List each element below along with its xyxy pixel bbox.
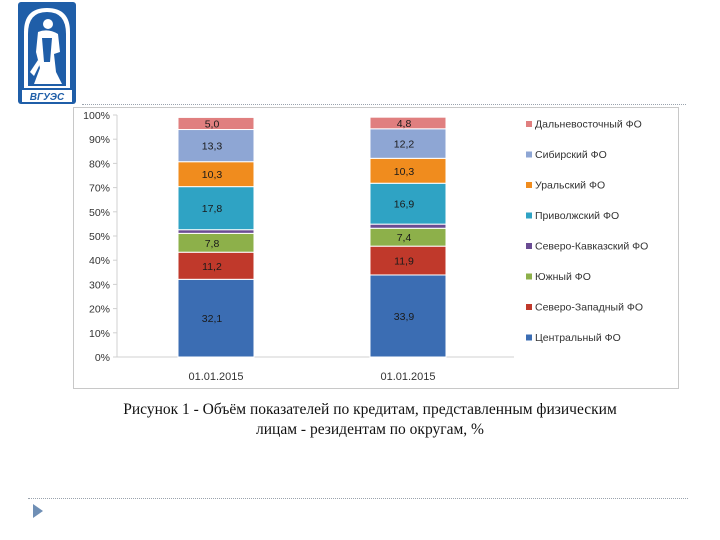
y-tick-label: 20% — [89, 304, 110, 316]
legend-swatch — [526, 304, 532, 310]
y-tick-label: 90% — [89, 134, 110, 146]
bottom-divider — [28, 498, 688, 499]
bar-segment — [369, 116, 447, 130]
caption-line-1: Рисунок 1 - Объём показателей по кредита… — [123, 401, 617, 418]
bar-segment — [177, 229, 255, 234]
bar-segment — [177, 116, 255, 131]
legend-label: Южный ФО — [535, 271, 591, 283]
bar-segment — [369, 182, 447, 225]
data-label: 33,9 — [394, 311, 415, 323]
svg-text:ВГУЭС: ВГУЭС — [30, 92, 65, 103]
caption-line-2: лицам - резидентам по округам, % — [256, 421, 484, 438]
bar-segment — [177, 129, 255, 163]
data-label: 5,0 — [205, 118, 220, 130]
data-label: 11,9 — [394, 256, 414, 268]
legend-swatch — [526, 243, 532, 249]
data-label: 16,9 — [394, 199, 415, 211]
data-label: 10,3 — [202, 169, 223, 181]
x-tick-label: 01.01.2015 — [188, 371, 243, 383]
legend-label: Уральский ФО — [535, 180, 605, 192]
stacked-bar-chart: 0% 10% 20% 30% 40% 50% 50% 70% 80% 90% 100% 32,1 11,… — [83, 110, 648, 383]
data-label: 13,3 — [202, 141, 223, 153]
data-label: 17,8 — [202, 203, 223, 215]
y-tick-label: 30% — [89, 279, 110, 291]
legend-swatch — [526, 182, 532, 188]
top-divider — [82, 104, 686, 105]
y-tick-label: 10% — [89, 328, 110, 340]
data-label: 10,3 — [394, 166, 415, 178]
data-label: 7,8 — [205, 238, 220, 250]
legend-swatch — [526, 212, 532, 219]
y-tick-label: 0% — [95, 352, 110, 364]
legend-swatch — [526, 121, 532, 127]
y-tick-label: 40% — [89, 255, 110, 267]
legend-label: Северо-Кавказский ФО — [535, 241, 648, 253]
figure-caption: Рисунок 1 - Объём показателей по кредита… — [60, 400, 680, 440]
data-label: 32,1 — [202, 313, 223, 325]
chart-frame: 0% 10% 20% 30% 40% 50% 50% 70% 80% 90% 100% 32,1 11,… — [73, 107, 679, 389]
y-tick-label: 100% — [83, 110, 110, 122]
data-label: 7,4 — [397, 232, 412, 244]
y-tick-label: 50% — [89, 207, 110, 219]
y-tick-label: 80% — [89, 158, 110, 170]
legend-swatch — [526, 334, 532, 341]
legend-label: Северо-Западный ФО — [535, 302, 643, 314]
university-logo: ВГУЭС — [18, 2, 76, 104]
bar-segment — [177, 161, 255, 188]
legend-label: Центральный ФО — [535, 332, 621, 344]
y-tick-label: 50% — [89, 231, 110, 243]
legend-label: Сибирский ФО — [535, 149, 607, 161]
legend-label: Приволжский ФО — [535, 210, 619, 222]
legend-swatch — [526, 151, 532, 158]
y-tick-label: 70% — [89, 183, 110, 195]
legend-label: Дальневосточный ФО — [535, 119, 642, 131]
bar-segment — [177, 186, 255, 231]
bar-segment — [369, 274, 447, 358]
bar-segment — [369, 157, 447, 184]
legend-swatch — [526, 273, 532, 280]
data-label: 11,2 — [202, 261, 222, 273]
x-tick-label: 01.01.2015 — [380, 371, 435, 383]
data-label: 12,2 — [394, 139, 415, 151]
bar-segment — [369, 223, 447, 229]
slide-bullet-icon — [33, 504, 43, 518]
data-label: 4,8 — [397, 118, 412, 130]
